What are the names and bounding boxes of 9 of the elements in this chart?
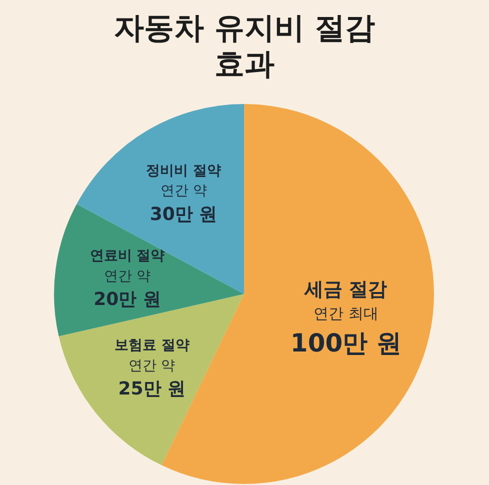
data-label: 연간 약 20만 원 [94,268,161,310]
slice-label: 연료비 절약 [90,248,165,264]
data-label: 연간 최대 100만 원 [290,304,402,358]
data-label: 연간 약 30만 원 [150,183,218,225]
slice-label: 보험료 절약 [114,337,190,354]
slice-label: 세금 절감 [304,278,388,300]
data-label: 연간 약 25만 원 [118,358,186,400]
slice-label: 정비비 절약 [146,162,222,179]
chart-title: 자동차 유지비 절감 효과 [114,11,375,82]
